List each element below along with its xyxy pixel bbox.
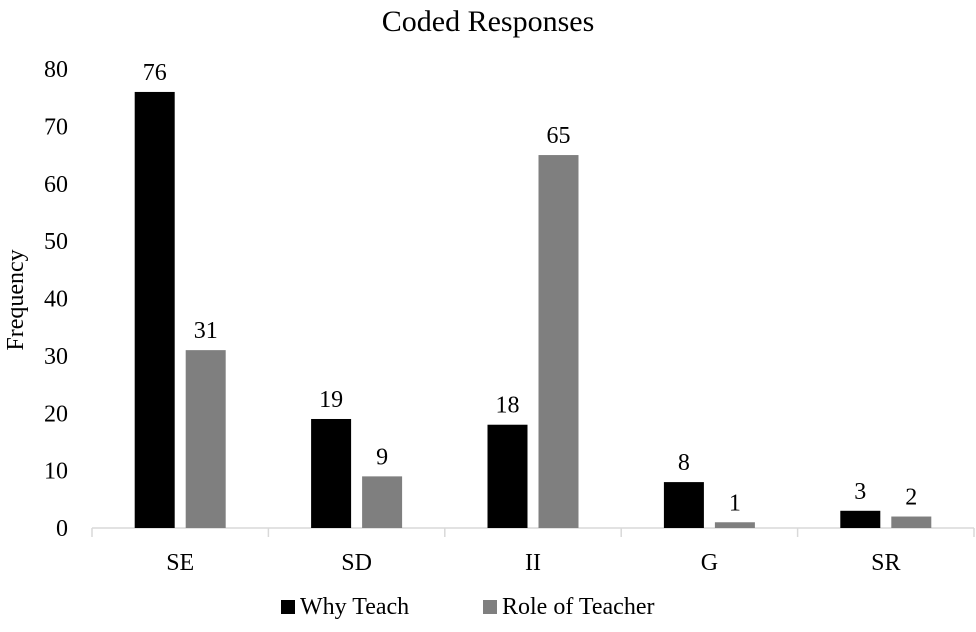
data-label: 31 bbox=[194, 318, 218, 344]
data-label: 65 bbox=[547, 123, 571, 149]
y-tick-label: 20 bbox=[44, 401, 68, 427]
data-label: 1 bbox=[729, 490, 741, 516]
y-tick-label: 40 bbox=[44, 287, 68, 313]
y-tick-label: 60 bbox=[44, 172, 68, 198]
data-label: 2 bbox=[905, 485, 917, 511]
legend: Why Teach Role of Teacher bbox=[281, 594, 654, 620]
legend-label: Why Teach bbox=[300, 594, 409, 620]
data-label: 18 bbox=[496, 393, 520, 419]
legend-label: Role of Teacher bbox=[502, 594, 654, 620]
bar-why-teach-ii bbox=[487, 424, 528, 528]
y-tick-label: 50 bbox=[44, 229, 68, 255]
data-labels: 76 31 19 9 18 65 8 1 3 2 bbox=[143, 60, 918, 516]
bar-role-of-teacher-se bbox=[185, 350, 226, 528]
x-axis-ticks: SE SD II G SR bbox=[91, 528, 975, 576]
bar-why-teach-sd bbox=[311, 418, 352, 528]
y-tick-label: 10 bbox=[44, 459, 68, 485]
data-label: 9 bbox=[376, 444, 388, 470]
y-tick-label: 70 bbox=[44, 114, 68, 140]
x-tick-label: SD bbox=[341, 550, 372, 576]
y-tick-label: 80 bbox=[44, 57, 68, 83]
x-tick-label: SR bbox=[871, 550, 900, 576]
x-tick-label: G bbox=[701, 550, 718, 576]
bar-why-teach-se bbox=[134, 91, 175, 528]
data-label: 8 bbox=[678, 450, 690, 476]
bars bbox=[134, 91, 932, 528]
data-label: 76 bbox=[143, 60, 167, 86]
data-label: 3 bbox=[854, 479, 866, 505]
y-tick-label: 30 bbox=[44, 344, 68, 370]
legend-swatch bbox=[281, 600, 295, 614]
bar-role-of-teacher-g bbox=[714, 522, 755, 528]
bar-role-of-teacher-sd bbox=[362, 476, 403, 528]
bar-role-of-teacher-sr bbox=[891, 516, 932, 528]
legend-swatch bbox=[483, 600, 497, 614]
bar-why-teach-g bbox=[663, 482, 704, 528]
chart-title: Coded Responses bbox=[382, 5, 595, 38]
y-tick-label: 0 bbox=[56, 516, 68, 542]
bar-why-teach-sr bbox=[840, 510, 881, 528]
y-axis-ticks: 0 10 20 30 40 50 60 70 80 bbox=[44, 57, 68, 542]
x-tick-label: II bbox=[525, 550, 541, 576]
bar-role-of-teacher-ii bbox=[538, 155, 579, 528]
y-axis-label: Frequency bbox=[3, 249, 29, 350]
data-label: 19 bbox=[319, 387, 343, 413]
x-tick-label: SE bbox=[166, 550, 194, 576]
